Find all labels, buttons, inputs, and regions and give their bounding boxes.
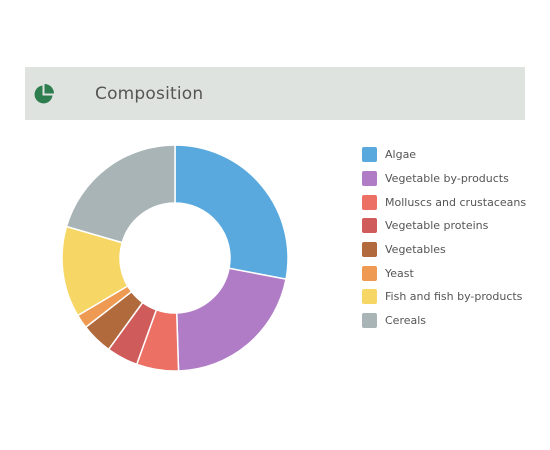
slice-cereals[interactable] <box>65 144 176 244</box>
legend-swatch <box>362 194 377 210</box>
legend-swatch <box>362 171 377 187</box>
donut-chart <box>61 144 289 372</box>
slice-algae[interactable] <box>174 144 289 281</box>
legend-label: Vegetable by-products <box>385 172 509 186</box>
chart-legend: Algae Vegetable by-products Molluscs and c… <box>362 143 526 333</box>
legend-label: Vegetable proteins <box>385 219 489 233</box>
legend-swatch <box>362 147 377 163</box>
legend-label: Molluscs and crustaceans <box>385 195 527 209</box>
legend-label: Algae <box>385 148 417 162</box>
legend-label: Cereals <box>385 314 427 328</box>
legend-item-fish-and-fish-by-products[interactable]: Fish and fish by-products <box>362 285 526 309</box>
legend-item-algae[interactable]: Algae <box>362 143 526 167</box>
legend-label: Yeast <box>385 266 414 280</box>
widget-title: Composition <box>95 84 204 104</box>
legend-swatch <box>362 242 377 258</box>
legend-swatch <box>362 313 377 329</box>
legend-item-vegetables[interactable]: Vegetables <box>362 238 526 262</box>
legend-item-vegetable-proteins[interactable]: Vegetable proteins <box>362 214 526 238</box>
legend-item-molluscs-and-crustaceans[interactable]: Molluscs and crustaceans <box>362 190 526 214</box>
legend-swatch <box>362 265 377 281</box>
legend-item-cereals[interactable]: Cereals <box>362 309 526 333</box>
legend-label: Fish and fish by-products <box>385 290 523 304</box>
legend-swatch <box>362 218 377 234</box>
widget-header: Composition <box>25 67 525 120</box>
pie-chart-icon <box>34 84 54 104</box>
legend-item-vegetable-by-products[interactable]: Vegetable by-products <box>362 167 526 191</box>
legend-item-yeast[interactable]: Yeast <box>362 261 526 285</box>
legend-label: Vegetables <box>385 243 446 257</box>
slice-vegetable-by-products[interactable] <box>175 267 287 372</box>
legend-swatch <box>362 289 377 305</box>
